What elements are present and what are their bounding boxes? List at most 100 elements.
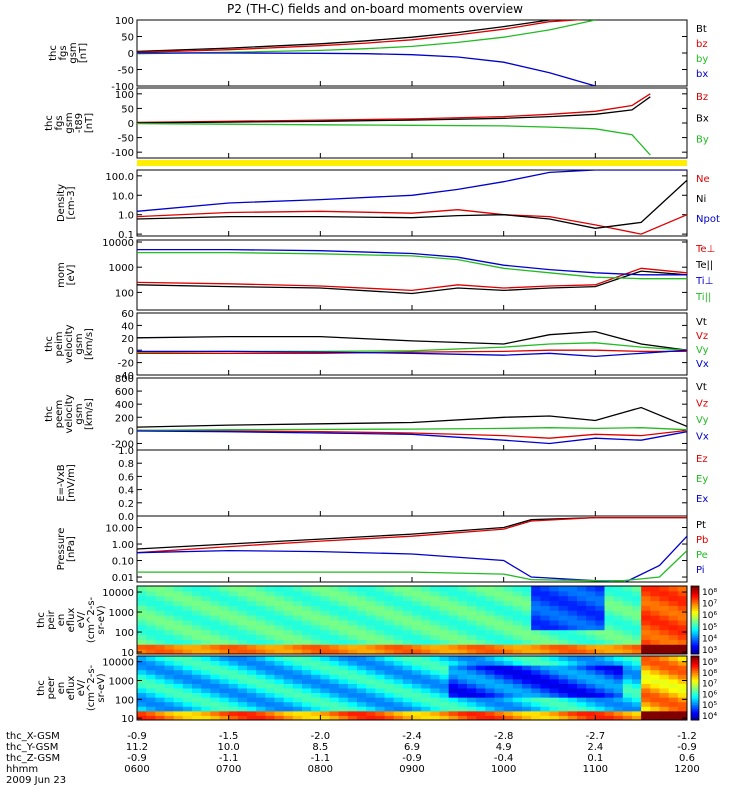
panel-frame (136, 239, 688, 311)
heatmap-cell (494, 624, 505, 631)
heatmap-cell (384, 665, 395, 671)
heatmap-cell (155, 644, 165, 650)
heatmap-cell (467, 656, 477, 662)
heatmap-cell (485, 586, 495, 592)
heatmap-cell (347, 605, 358, 611)
colorbar-frame (690, 585, 700, 655)
heatmap-cell (448, 639, 459, 645)
heatmap-cell (430, 600, 440, 606)
heatmap-cell (412, 595, 422, 602)
heatmap-cell (146, 605, 156, 611)
colorbar-cell (691, 590, 699, 594)
heatmap-cell (338, 665, 349, 671)
heatmap-cell (347, 678, 358, 684)
heatmap-cell (668, 701, 679, 707)
heatmap-cell (604, 600, 615, 606)
heatmap-cell (632, 595, 642, 602)
heatmap-cell (146, 678, 156, 684)
heatmap-cell (201, 697, 211, 703)
heatmap-cell (677, 600, 688, 606)
heatmap-cell (558, 692, 569, 698)
heatmap-cell (439, 669, 450, 675)
heatmap-cell (622, 697, 633, 703)
heatmap-cell (164, 674, 175, 680)
heatmap-cell (650, 692, 660, 698)
heatmap-cell (558, 620, 569, 626)
ephemeris-value: 0700 (216, 764, 241, 775)
heatmap-cell (338, 595, 349, 602)
heatmap-cell (567, 644, 578, 650)
heatmap-cell (567, 605, 578, 611)
heatmap-cell (558, 644, 569, 650)
heatmap-cell (274, 660, 285, 666)
heatmap-cell (247, 688, 257, 694)
series-line (137, 20, 596, 55)
heatmap-cell (338, 656, 349, 662)
heatmap-cell (173, 715, 184, 721)
heatmap-cell (586, 697, 596, 703)
heatmap-cell (357, 600, 367, 606)
heatmap-cell (393, 629, 404, 636)
heatmap-cell (549, 660, 560, 666)
heatmap-cell (237, 639, 248, 645)
heatmap-cell (604, 624, 615, 631)
heatmap-cell (375, 610, 385, 616)
heatmap-cell (338, 624, 349, 631)
heatmap-cell (292, 639, 303, 645)
heatmap-cell (467, 678, 477, 684)
colorbar-cell (691, 601, 699, 605)
heatmap-cell (173, 629, 184, 636)
heatmap-cell (137, 692, 147, 698)
heatmap-cell (558, 595, 569, 602)
heatmap-cell (457, 665, 468, 671)
heatmap-cell (641, 701, 651, 707)
heatmap-cell (668, 710, 679, 716)
y-tick-label: 100 (115, 695, 134, 706)
heatmap-cell (613, 656, 624, 662)
heatmap-cell (338, 706, 349, 712)
heatmap-cell (265, 692, 275, 698)
heatmap-cell (421, 665, 431, 671)
heatmap-cell (192, 692, 202, 698)
heatmap-cell (659, 683, 670, 689)
heatmap-cell (375, 674, 385, 680)
heatmap-cell (659, 610, 670, 616)
heatmap-cell (375, 590, 385, 597)
heatmap-cell (430, 706, 440, 712)
heatmap-cell (329, 697, 340, 703)
y-axis-label: thc (44, 336, 55, 352)
heatmap-cell (668, 692, 679, 698)
heatmap-cell (412, 605, 422, 611)
heatmap-cell (137, 615, 147, 621)
heatmap-cell (613, 701, 624, 707)
heatmap-cell (265, 600, 275, 606)
heatmap-cell (650, 624, 660, 631)
heatmap-cell (274, 710, 285, 716)
heatmap-cell (595, 656, 605, 662)
heatmap-cell (228, 669, 239, 675)
heatmap-cell (632, 615, 642, 621)
heatmap-cell (357, 688, 367, 694)
heatmap-cell (375, 678, 385, 684)
y-axis-label: peir (46, 609, 57, 629)
heatmap-cell (320, 656, 330, 662)
heatmap-cell (448, 586, 459, 592)
heatmap-cell (677, 639, 688, 645)
heatmap-cell (320, 620, 330, 626)
heatmap-cell (393, 610, 404, 616)
heatmap-cell (613, 586, 624, 592)
heatmap-cell (476, 697, 486, 703)
heatmap-cell (577, 610, 587, 616)
heatmap-cell (393, 634, 404, 640)
heatmap-cell (201, 692, 211, 698)
heatmap-cell (668, 615, 679, 621)
heatmap-cell (448, 715, 459, 721)
heatmap-cell (659, 624, 670, 631)
legend-label: Pe (696, 550, 708, 561)
heatmap-cell (228, 620, 239, 626)
heatmap-cell (201, 660, 211, 666)
heatmap-cell (274, 701, 285, 707)
heatmap-cell (283, 649, 294, 655)
heatmap-cell (522, 615, 532, 621)
heatmap-cell (439, 600, 450, 606)
